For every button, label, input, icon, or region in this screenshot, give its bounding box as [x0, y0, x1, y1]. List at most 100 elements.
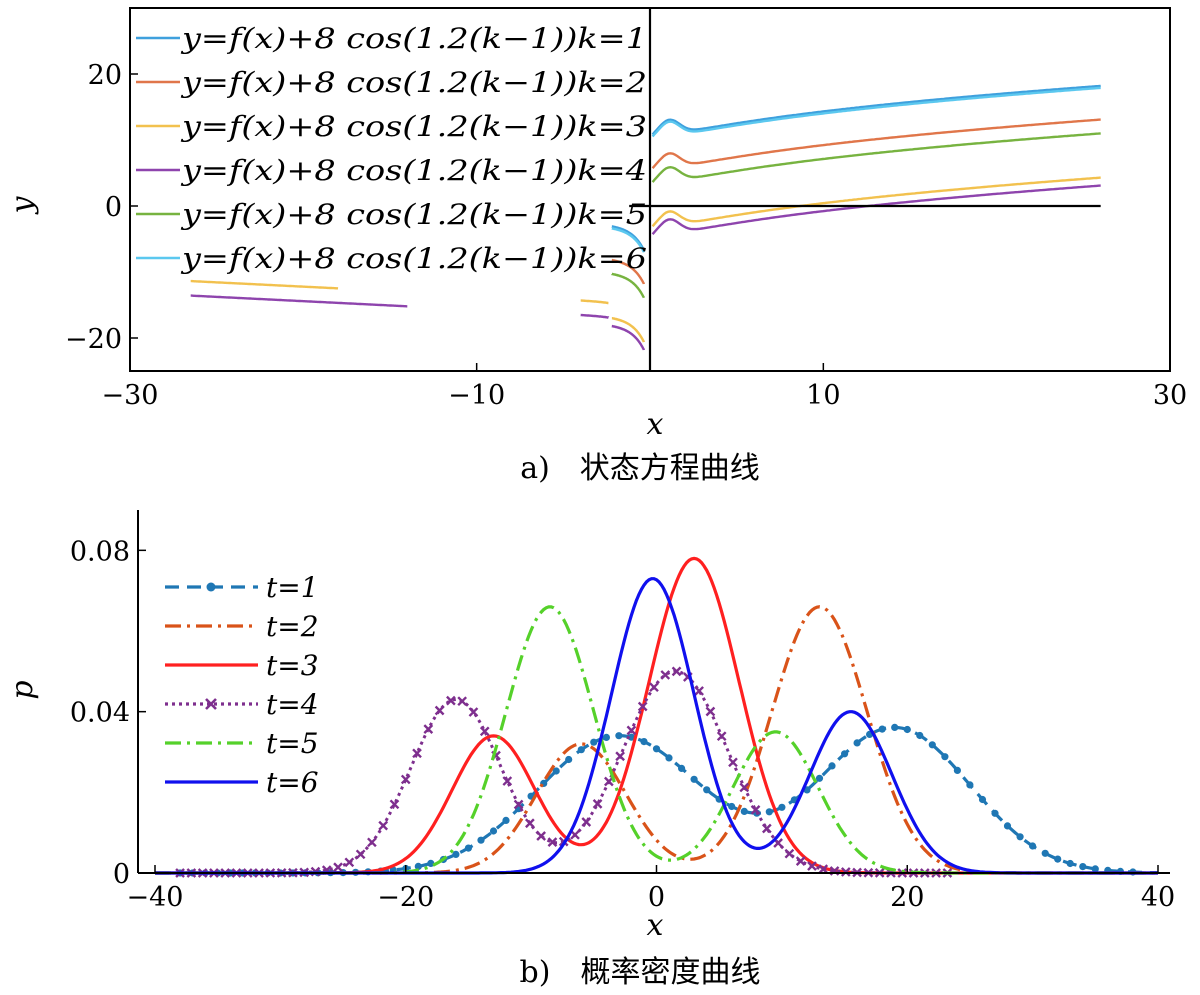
panel-b-y-axis-label: p	[5, 680, 40, 699]
panel-b-legend-item-t5: t=5	[165, 727, 319, 760]
panel-b-cross-marker	[694, 686, 704, 696]
panel-a-y-ticks: −20 0 20	[65, 60, 138, 355]
panel-b-cross-marker	[750, 804, 761, 815]
panel-b-y-ticks: 0 0.04 0.08	[70, 536, 146, 890]
panel-b-cross-marker	[671, 666, 682, 677]
panel-b-point-marker	[565, 755, 573, 764]
panel-b-cross-marker	[570, 829, 580, 840]
panel-a-x-ticks: −30 −10 10 30	[102, 363, 1187, 411]
panel-b-y-tick-label: 0	[113, 859, 130, 890]
panel-b-point-marker	[991, 809, 999, 817]
panel-b-point-marker	[966, 781, 974, 789]
panel-b-point-marker	[552, 767, 560, 775]
panel-a-curve-right	[651, 86, 1101, 138]
panel-b-point-marker	[1091, 865, 1099, 873]
panel-b-cross-marker	[389, 799, 400, 810]
panel-b-cross-marker	[637, 701, 648, 712]
panel-a-curve-right	[651, 184, 1101, 235]
panel-b-cross-marker	[728, 757, 738, 768]
panel-a-curve-left	[611, 324, 646, 351]
panel-a-legend-label: y=f(x)+8 cos(1.2(k−1))k=3	[180, 110, 647, 143]
panel-b-legend-item-t1: t=1	[165, 571, 319, 604]
panel-b-legend-marker	[205, 698, 217, 710]
panel-b-point-marker	[1079, 863, 1087, 871]
panel-b-cross-marker	[592, 799, 603, 809]
panel-b-x-tick-label: −20	[377, 882, 434, 913]
panel-b-point-marker	[740, 807, 748, 816]
panel-b-point-marker	[765, 808, 773, 816]
panel-b-cross-marker	[840, 867, 851, 877]
panel-b-cross-marker	[446, 695, 456, 706]
panel-b-cross-marker	[761, 823, 772, 834]
panel-b-point-marker	[978, 795, 987, 804]
panel-b-x-tick-label: 0	[648, 882, 665, 913]
panel-b-x-ticks: −40 −20 0 20 40	[127, 865, 1175, 913]
panel-b-cross-marker	[818, 864, 829, 874]
panel-b-legend-item-t3: t=3	[165, 649, 319, 682]
panel-b-cross-marker	[525, 818, 535, 829]
panel-b-legend-marker	[206, 582, 216, 592]
panel-b-cross-marker	[660, 670, 671, 680]
panel-b-point-marker	[690, 775, 698, 783]
panel-b-point-marker	[841, 750, 849, 758]
panel-b-point-marker	[891, 723, 899, 732]
panel-b-point-marker	[1016, 833, 1024, 841]
panel-b-point-marker	[728, 802, 736, 811]
panel-a-y-tick-label: 20	[88, 60, 122, 91]
panel-a-state-equation-chart: −30 −10 10 30 −20 0 20 x y y=f(x)+8 cos(1.2(k…	[5, 7, 1187, 486]
panel-b-point-marker	[652, 745, 661, 753]
panel-a-legend-item-k5: y=f(x)+8 cos(1.2(k−1))k=5	[136, 198, 647, 231]
panel-b-point-marker	[640, 738, 648, 746]
panel-a-curve-left	[611, 258, 646, 285]
panel-b-legend-label: t=5	[266, 727, 319, 760]
panel-b-caption: b) 概率密度曲线	[520, 955, 761, 990]
panel-b-cross-marker	[705, 706, 716, 717]
panel-b-cross-marker	[649, 682, 659, 693]
panel-b-legend-label: t=2	[266, 610, 319, 643]
panel-b-point-marker	[778, 803, 786, 811]
panel-b-point-marker	[590, 738, 598, 746]
panel-a-curve-right	[651, 84, 1101, 136]
panel-a-x-axis-label: x	[647, 407, 664, 442]
panel-b-point-marker	[427, 859, 435, 868]
panel-b-point-marker	[1029, 842, 1037, 850]
panel-a-curve-right	[651, 132, 1101, 183]
panel-a-legend-label: y=f(x)+8 cos(1.2(k−1))k=2	[180, 66, 647, 99]
panel-a-plot-area	[190, 8, 1101, 371]
panel-b-cross-marker	[479, 726, 490, 737]
panel-b-legend: t=1 t=2 t=3 t=4 t=5 t=6	[165, 571, 319, 799]
panel-a-legend-item-k3: y=f(x)+8 cos(1.2(k−1))k=3	[136, 110, 647, 143]
panel-a-curve-right	[651, 118, 1101, 169]
panel-a-curve-fragment	[580, 299, 609, 305]
panel-b-cross-marker	[739, 782, 750, 793]
panel-a-series-k3	[611, 176, 1101, 343]
panel-b-legend-label: t=4	[266, 688, 319, 721]
panel-a-legend-label: y=f(x)+8 cos(1.2(k−1))k=1	[180, 22, 647, 55]
panel-a-curve-right	[651, 176, 1101, 228]
panel-b-cross-marker	[581, 817, 592, 827]
panel-a-legend-label: y=f(x)+8 cos(1.2(k−1))k=5	[180, 198, 647, 231]
panel-b-legend-item-t6: t=6	[165, 766, 319, 799]
panel-b-y-tick-label: 0.08	[70, 536, 130, 567]
panel-b-point-marker	[953, 766, 962, 775]
panel-b-cross-marker	[716, 731, 727, 742]
panel-a-x-tick-label: 10	[806, 380, 840, 411]
panel-a-curve-fragment	[190, 279, 339, 290]
panel-b-cross-marker	[333, 862, 343, 873]
panel-a-x-tick-label: −30	[102, 380, 159, 411]
panel-a-series-k2	[611, 118, 1101, 285]
panel-b-cross-marker	[457, 696, 468, 707]
panel-b-legend-label: t=1	[266, 571, 319, 604]
panel-a-y-axis-label: y	[5, 195, 40, 215]
panel-a-x-tick-label: −10	[448, 380, 505, 411]
panel-b-cross-marker	[367, 837, 377, 848]
panel-b-cross-marker	[355, 849, 366, 860]
panel-a-series-k4	[611, 184, 1101, 351]
panel-b-point-marker	[1003, 822, 1012, 830]
panel-b-cross-marker	[604, 776, 614, 787]
panel-b-cross-marker	[412, 748, 422, 759]
panel-b-point-marker	[703, 786, 711, 794]
panel-b-point-marker	[941, 753, 949, 761]
panel-b-x-axis-label: x	[647, 908, 664, 943]
